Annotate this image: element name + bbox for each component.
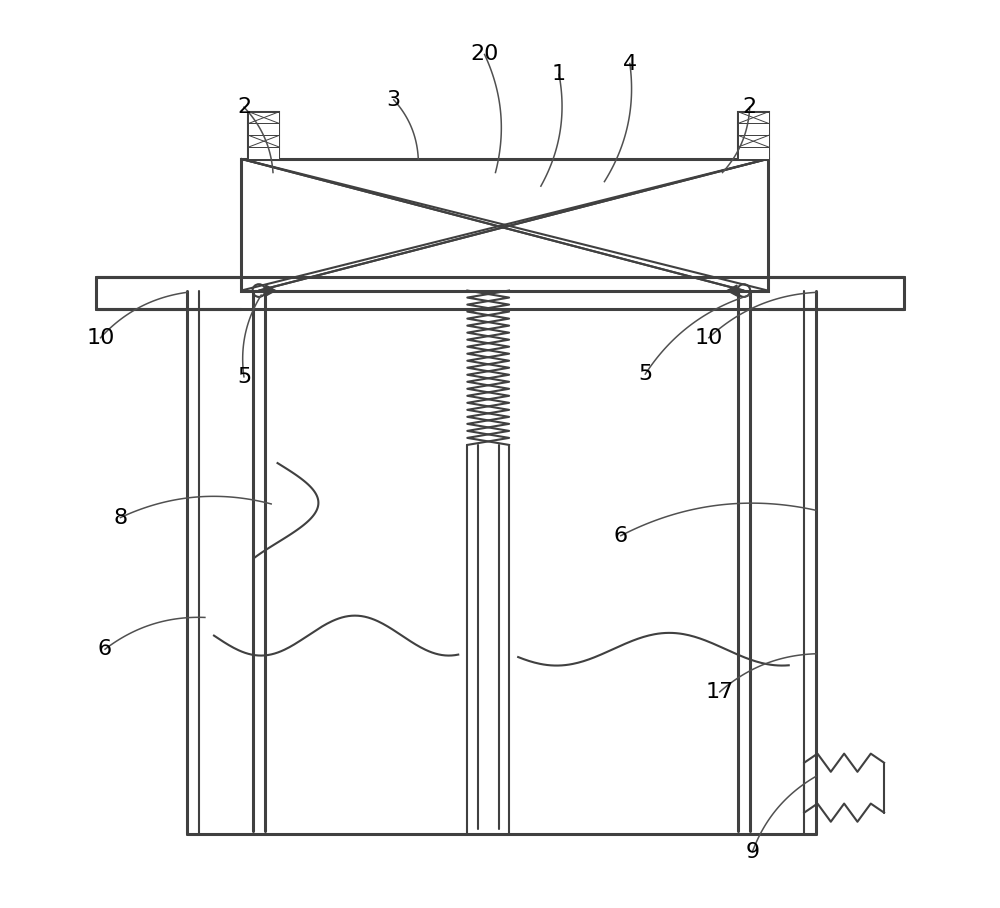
- Text: 6: 6: [614, 526, 628, 546]
- Bar: [248, 123, 279, 135]
- Text: 5: 5: [638, 364, 652, 384]
- Text: 4: 4: [623, 54, 637, 74]
- Text: 3: 3: [387, 90, 401, 110]
- Text: 20: 20: [470, 44, 499, 64]
- Text: 1: 1: [552, 64, 566, 84]
- Bar: [738, 135, 769, 147]
- Bar: [738, 147, 769, 159]
- Bar: [248, 112, 279, 159]
- Text: 10: 10: [695, 328, 723, 348]
- Bar: [241, 159, 768, 291]
- Bar: [738, 112, 769, 159]
- Bar: [248, 112, 279, 123]
- Polygon shape: [266, 285, 276, 296]
- Text: 2: 2: [743, 97, 757, 117]
- Text: 17: 17: [706, 682, 734, 702]
- Text: 6: 6: [98, 639, 112, 659]
- Text: 8: 8: [113, 508, 128, 528]
- Text: 2: 2: [237, 97, 251, 117]
- Text: 10: 10: [86, 328, 115, 348]
- Bar: [738, 123, 769, 135]
- Bar: [248, 147, 279, 159]
- Text: 5: 5: [237, 367, 251, 387]
- Text: 9: 9: [745, 842, 759, 862]
- Polygon shape: [727, 285, 737, 296]
- Bar: [738, 112, 769, 123]
- Bar: [248, 135, 279, 147]
